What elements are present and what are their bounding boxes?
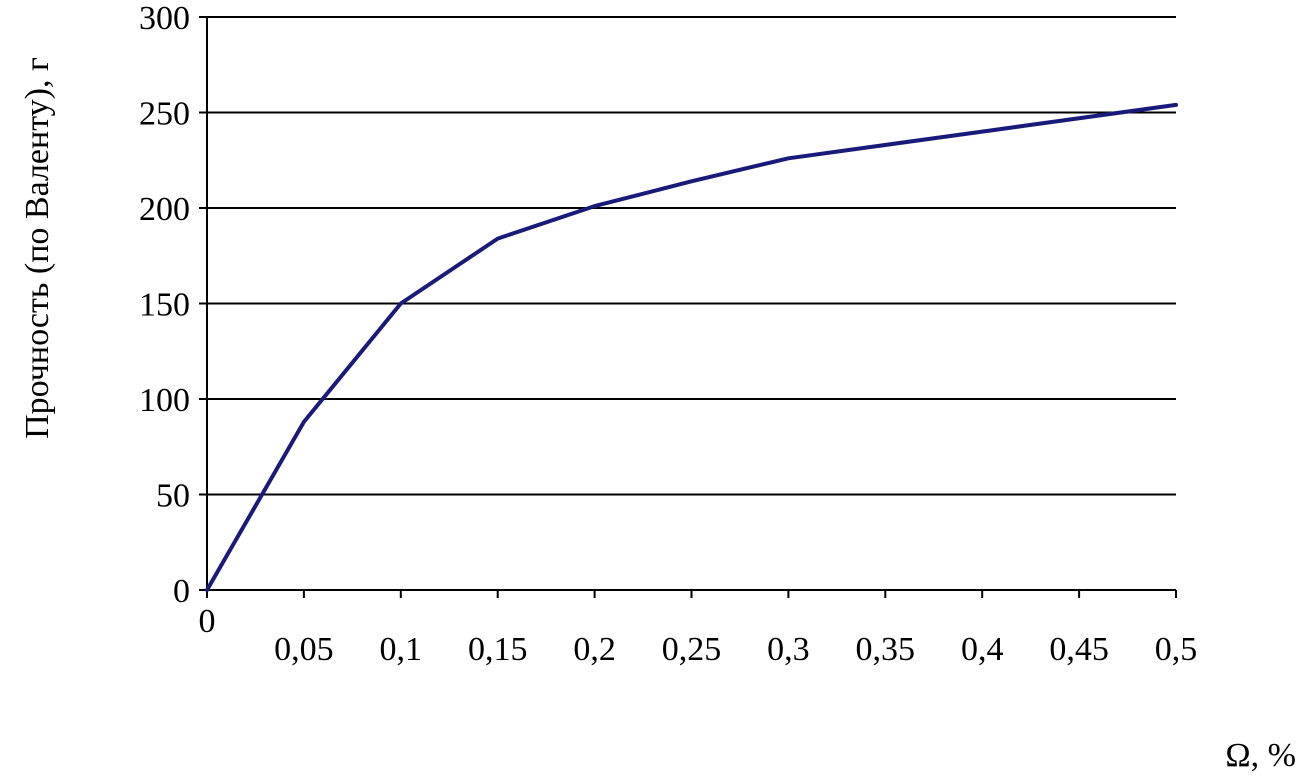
y-axis-title: Прочность (по Валенту), г [19,57,56,439]
y-tick-label-5: 250 [139,96,190,133]
x-tick-label-7: 0,35 [856,631,916,668]
x-tick-label-2: 0,1 [380,631,423,668]
x-tick-label-5: 0,25 [662,631,722,668]
y-tick-label-1: 50 [156,478,190,515]
x-tick-label-9: 0,45 [1049,631,1109,668]
x-tick-label-8: 0,4 [961,631,1004,668]
grid-layer [207,16,1176,496]
labels-layer: 0 50 100 150 200 250 300 0 0,05 0,1 0,15 0,2 0,25 0,3… [139,0,1197,668]
axes-layer [199,16,1177,598]
x-axis-title: Ω, % [1225,737,1296,771]
y-tick-label-3: 150 [139,287,190,324]
x-tick-label-3: 0,15 [468,631,528,668]
x-tick-label-10: 0,5 [1155,631,1198,668]
y-tick-label-6: 300 [139,0,190,37]
series-line-0 [205,102,1178,592]
x-tick-label-6: 0,3 [767,631,810,668]
y-tick-label-2: 100 [139,382,190,419]
y-tick-label-0: 0 [173,573,190,610]
x-tick-label-1: 0,05 [274,631,334,668]
y-tick-label-4: 200 [139,191,190,228]
series-layer [205,102,1178,592]
x-tick-label-0: 0 [199,603,216,640]
x-tick-label-4: 0,2 [573,631,616,668]
